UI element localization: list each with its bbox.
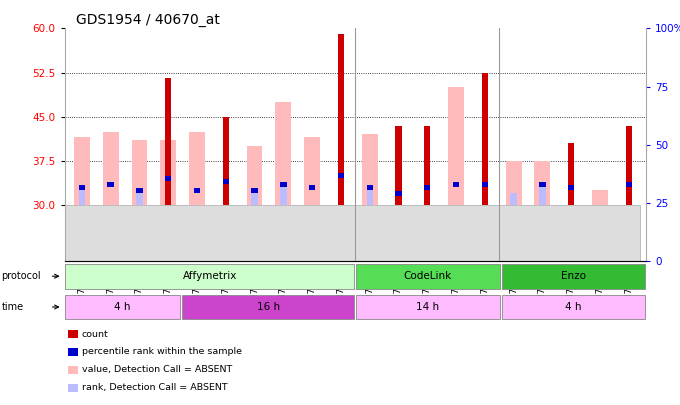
Bar: [65, 264, 354, 288]
Bar: [79, 185, 85, 190]
Bar: [367, 185, 373, 205]
Bar: [568, 185, 575, 190]
Text: CodeLink: CodeLink: [404, 271, 452, 281]
Text: Enzo: Enzo: [561, 271, 586, 281]
Bar: [79, 188, 85, 205]
Bar: [275, 102, 291, 205]
Bar: [506, 161, 522, 205]
Bar: [165, 188, 171, 205]
Bar: [534, 161, 550, 205]
Text: time: time: [1, 302, 24, 312]
Text: protocol: protocol: [1, 271, 41, 281]
Bar: [539, 182, 545, 187]
Bar: [626, 126, 632, 205]
Text: 16 h: 16 h: [256, 302, 279, 312]
Bar: [568, 194, 575, 205]
Bar: [74, 137, 90, 205]
Text: 4 h: 4 h: [565, 302, 581, 312]
Bar: [65, 295, 180, 319]
Bar: [247, 146, 262, 205]
Bar: [395, 190, 402, 205]
Bar: [107, 182, 114, 187]
Bar: [338, 173, 344, 178]
Text: percentile rank within the sample: percentile rank within the sample: [82, 347, 241, 356]
Bar: [65, 205, 641, 261]
Bar: [448, 87, 464, 205]
Bar: [502, 264, 645, 288]
Text: GDS1954 / 40670_at: GDS1954 / 40670_at: [76, 13, 220, 27]
Text: count: count: [82, 330, 108, 339]
Bar: [568, 143, 575, 205]
Bar: [481, 182, 488, 187]
Bar: [160, 141, 176, 205]
Bar: [362, 134, 377, 205]
Text: Affymetrix: Affymetrix: [183, 271, 237, 281]
Bar: [280, 185, 286, 205]
Bar: [356, 264, 500, 288]
Bar: [367, 185, 373, 190]
Bar: [304, 137, 320, 205]
Bar: [165, 79, 171, 205]
Bar: [338, 34, 344, 205]
Text: 14 h: 14 h: [416, 302, 439, 312]
Bar: [182, 295, 354, 319]
Text: rank, Detection Call = ABSENT: rank, Detection Call = ABSENT: [82, 383, 227, 392]
Bar: [103, 132, 118, 205]
Bar: [280, 182, 286, 187]
Bar: [309, 185, 316, 190]
Bar: [626, 182, 632, 187]
Bar: [222, 179, 229, 184]
Bar: [395, 126, 402, 205]
Bar: [539, 185, 545, 205]
Bar: [502, 295, 645, 319]
Bar: [252, 188, 258, 205]
Text: 4 h: 4 h: [114, 302, 131, 312]
Bar: [131, 141, 148, 205]
Bar: [252, 188, 258, 193]
Bar: [189, 132, 205, 205]
Bar: [136, 188, 143, 193]
Bar: [222, 185, 229, 205]
Bar: [338, 181, 344, 205]
Bar: [165, 176, 171, 181]
Bar: [194, 188, 200, 193]
Bar: [136, 194, 143, 205]
Text: value, Detection Call = ABSENT: value, Detection Call = ABSENT: [82, 365, 232, 374]
Bar: [395, 191, 402, 196]
Bar: [453, 182, 459, 187]
Bar: [626, 190, 632, 205]
Bar: [592, 190, 608, 205]
Bar: [424, 126, 430, 205]
Bar: [481, 72, 488, 205]
Bar: [511, 194, 517, 205]
Bar: [424, 190, 430, 205]
Bar: [222, 117, 229, 205]
Bar: [356, 295, 500, 319]
Bar: [424, 185, 430, 190]
